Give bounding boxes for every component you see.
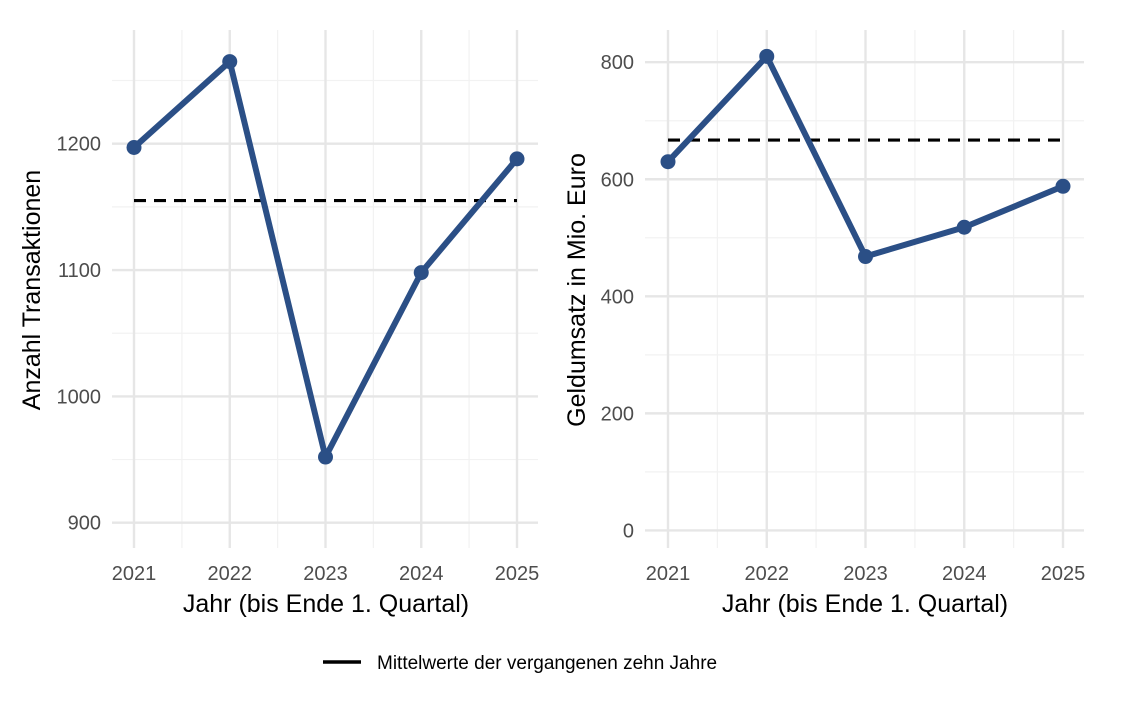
right-y-tick-label: 600 bbox=[601, 169, 634, 191]
right-x-tick-label: 2021 bbox=[646, 563, 691, 585]
left-data-point bbox=[222, 54, 238, 70]
panel-left: Anzahl Transaktionen Jahr (bis Ende 1. Q… bbox=[18, 170, 469, 618]
right-data-point bbox=[660, 154, 676, 170]
legend: Mittelwerte der vergangenen zehn Jahre bbox=[323, 653, 717, 674]
panel-right: Geldumsatz in Mio. Euro Jahr (bis Ende 1… bbox=[563, 153, 1008, 618]
left-data-point bbox=[413, 265, 429, 281]
right-x-tick-label: 2025 bbox=[1041, 563, 1086, 585]
left-x-tick-label: 2023 bbox=[303, 563, 348, 585]
right-data-point bbox=[759, 48, 775, 64]
right-plot-area: 0 200 400 600 800 2021 2022 2023 2024 2025 bbox=[601, 30, 1086, 585]
right-data-point bbox=[858, 249, 873, 265]
left-y-tick-label: 1200 bbox=[57, 134, 102, 156]
right-x-tick-label: 2024 bbox=[942, 563, 987, 585]
right-data-point bbox=[1055, 178, 1071, 194]
right-y-axis-title: Geldumsatz in Mio. Euro bbox=[563, 153, 591, 427]
left-y-tick-label: 1000 bbox=[57, 386, 102, 408]
right-x-tick-label: 2023 bbox=[843, 563, 888, 585]
left-y-tick-label: 900 bbox=[68, 513, 101, 535]
right-y-tick-label: 200 bbox=[601, 403, 634, 425]
right-y-tick-label: 0 bbox=[623, 520, 634, 542]
left-x-tick-label: 2025 bbox=[495, 563, 540, 585]
left-x-tick-label: 2021 bbox=[112, 563, 157, 585]
legend-label: Mittelwerte der vergangenen zehn Jahre bbox=[377, 653, 717, 674]
left-y-axis-title: Anzahl Transaktionen bbox=[18, 170, 46, 410]
right-y-tick-label: 800 bbox=[601, 52, 634, 74]
left-data-point bbox=[509, 151, 525, 167]
right-x-axis-title: Jahr (bis Ende 1. Quartal) bbox=[722, 590, 1008, 618]
left-x-tick-label: 2022 bbox=[208, 563, 253, 585]
right-data-point bbox=[956, 219, 972, 235]
right-y-tick-label: 400 bbox=[601, 286, 634, 308]
left-x-tick-label: 2024 bbox=[399, 563, 444, 585]
left-y-tick-label: 1100 bbox=[58, 260, 101, 282]
right-x-tick-label: 2022 bbox=[745, 563, 790, 585]
left-data-point bbox=[318, 449, 333, 465]
left-x-axis-title: Jahr (bis Ende 1. Quartal) bbox=[183, 590, 469, 618]
left-plot-area: 900 1000 1100 1200 2021 2022 2023 2024 2025 bbox=[57, 30, 540, 585]
left-data-point bbox=[126, 139, 142, 155]
